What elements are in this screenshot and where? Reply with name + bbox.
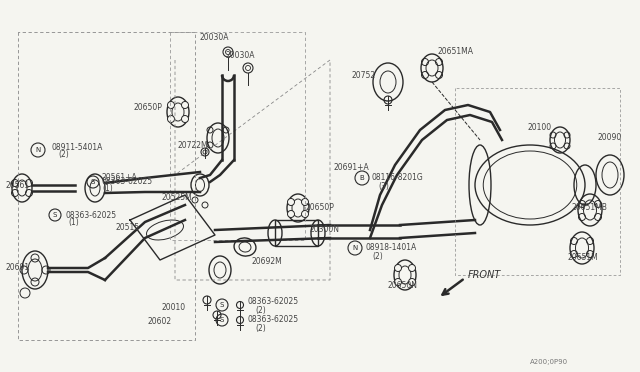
Text: 20691: 20691 — [5, 263, 29, 273]
Text: 08918-1401A: 08918-1401A — [365, 244, 416, 253]
Text: 20651MB: 20651MB — [572, 203, 608, 212]
Text: 08116-8201G: 08116-8201G — [372, 173, 424, 183]
Text: 20515: 20515 — [115, 224, 139, 232]
Text: 20650P: 20650P — [133, 103, 162, 112]
Text: 20650N: 20650N — [388, 280, 418, 289]
Text: 20100: 20100 — [528, 124, 552, 132]
Circle shape — [301, 199, 308, 205]
Text: S: S — [53, 212, 57, 218]
Text: 20010: 20010 — [162, 304, 186, 312]
Circle shape — [168, 102, 175, 109]
Circle shape — [182, 102, 189, 109]
Text: 20692M: 20692M — [252, 257, 283, 266]
Text: 20651M: 20651M — [568, 253, 599, 263]
Text: 20561: 20561 — [5, 180, 29, 189]
Text: N: N — [353, 245, 358, 251]
Circle shape — [203, 150, 207, 154]
Text: 20650P: 20650P — [305, 203, 334, 212]
Text: S: S — [91, 179, 95, 185]
Text: (1): (1) — [68, 218, 79, 227]
Text: 20602: 20602 — [148, 317, 172, 327]
Text: S: S — [220, 317, 224, 323]
Text: 20651MA: 20651MA — [438, 48, 474, 57]
Text: A200;0P90: A200;0P90 — [530, 359, 568, 365]
Circle shape — [182, 115, 189, 122]
Text: (2): (2) — [58, 151, 68, 160]
Text: 20722M: 20722M — [178, 141, 209, 150]
Text: 20030A: 20030A — [200, 33, 230, 42]
Text: 20030A: 20030A — [225, 51, 255, 60]
Bar — [275, 220, 318, 246]
Circle shape — [394, 279, 401, 285]
Text: (2): (2) — [372, 251, 383, 260]
Text: B: B — [360, 175, 364, 181]
Text: 20752: 20752 — [352, 71, 376, 80]
Text: FRONT: FRONT — [468, 270, 501, 280]
Text: 20525M: 20525M — [162, 193, 193, 202]
Text: S: S — [220, 302, 224, 308]
Text: N: N — [35, 147, 40, 153]
Circle shape — [287, 199, 294, 205]
Text: 08363-62025: 08363-62025 — [102, 177, 153, 186]
Text: (1): (1) — [102, 183, 113, 192]
Text: (2): (2) — [255, 324, 266, 333]
Text: (2): (2) — [255, 305, 266, 314]
Text: 20691+A: 20691+A — [333, 164, 369, 173]
Text: 08363-62025: 08363-62025 — [248, 298, 299, 307]
Text: (3): (3) — [378, 182, 389, 190]
Text: 20300N: 20300N — [310, 225, 340, 234]
Circle shape — [168, 115, 175, 122]
Text: 08911-5401A: 08911-5401A — [52, 142, 104, 151]
Text: 20561+A: 20561+A — [102, 173, 138, 183]
Circle shape — [287, 211, 294, 218]
Text: 08363-62025: 08363-62025 — [65, 211, 116, 219]
Text: 20090: 20090 — [598, 134, 622, 142]
Circle shape — [408, 264, 415, 272]
Circle shape — [394, 264, 401, 272]
Circle shape — [301, 211, 308, 218]
Text: 08363-62025: 08363-62025 — [248, 315, 299, 324]
Circle shape — [408, 279, 415, 285]
